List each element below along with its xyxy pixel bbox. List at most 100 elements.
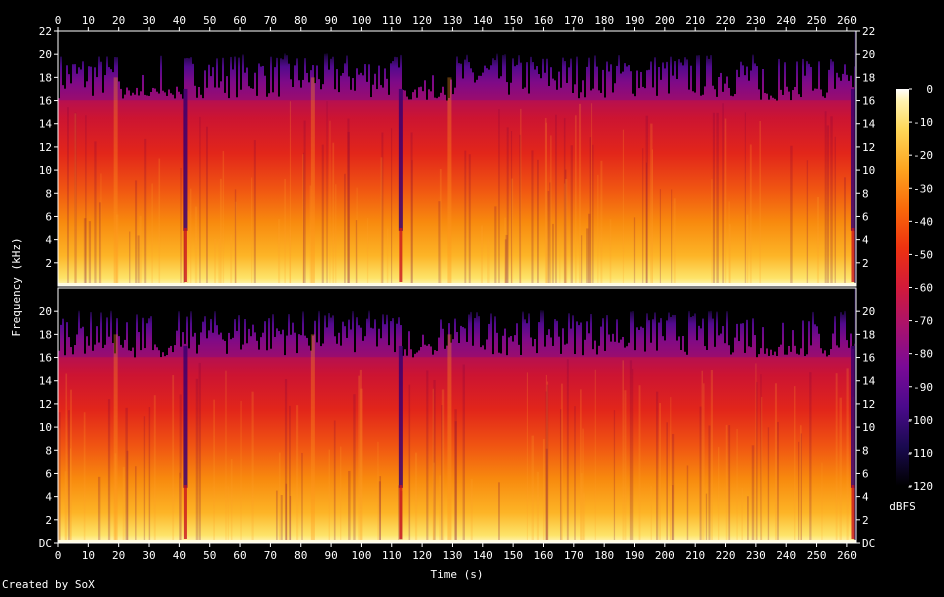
high-freq-mask (222, 288, 224, 340)
high-freq-mask (190, 31, 192, 58)
high-freq-mask (648, 31, 650, 70)
y-tick-label-left: 6 (45, 467, 52, 480)
high-freq-mask (170, 31, 172, 94)
streak (355, 220, 358, 286)
high-freq-mask (404, 288, 406, 350)
high-freq-mask (178, 31, 180, 92)
high-freq-mask (162, 31, 164, 91)
high-freq-mask (158, 288, 160, 351)
high-freq-mask (296, 288, 298, 354)
streak (749, 144, 752, 286)
high-freq-mask (136, 31, 138, 88)
streak (669, 485, 673, 543)
high-freq-mask (630, 31, 632, 72)
high-freq-mask (544, 31, 546, 73)
high-freq-mask (554, 288, 556, 320)
streak (531, 435, 534, 543)
high-freq-mask (716, 288, 718, 312)
high-freq-mask (534, 288, 536, 340)
high-freq-mask (802, 31, 804, 59)
streak (88, 221, 92, 286)
high-freq-mask (788, 31, 790, 92)
high-freq-mask (434, 288, 436, 351)
high-freq-mask (512, 31, 514, 59)
high-freq-mask (252, 288, 254, 325)
high-freq-mask (120, 288, 122, 345)
high-freq-mask (220, 288, 222, 333)
high-freq-mask (422, 288, 424, 335)
streak (549, 182, 551, 286)
high-freq-mask (684, 288, 686, 352)
high-freq-mask (510, 31, 512, 83)
high-freq-mask (784, 31, 786, 63)
high-freq-mask (736, 288, 738, 324)
high-freq-mask (684, 31, 686, 58)
high-freq-mask (592, 31, 594, 89)
end-of-signal (854, 31, 856, 286)
high-freq-mask (704, 31, 706, 87)
high-freq-mask (372, 288, 374, 329)
streak (172, 375, 175, 543)
streak (800, 433, 802, 543)
x-tick-label-bottom: 100 (351, 549, 371, 562)
streak (746, 214, 749, 286)
streak (546, 381, 549, 543)
high-freq-mask (506, 288, 508, 356)
high-freq-mask (224, 31, 226, 93)
high-freq-mask (834, 288, 836, 317)
high-freq-mask (458, 31, 460, 64)
x-axis-label: Time (s) (431, 568, 484, 581)
high-freq-mask (590, 31, 592, 91)
high-freq-mask (604, 31, 606, 98)
high-freq-mask (636, 31, 638, 71)
high-freq-mask (400, 288, 402, 326)
high-freq-mask (64, 288, 66, 356)
high-freq-mask (330, 288, 332, 318)
high-freq-mask (744, 31, 746, 76)
high-freq-mask (384, 31, 386, 69)
high-freq-mask (274, 31, 276, 68)
high-freq-mask (758, 31, 760, 90)
y-tick-label-left: 22 (39, 25, 52, 38)
high-freq-mask (396, 288, 398, 324)
high-freq-mask (452, 31, 454, 95)
high-freq-mask (832, 31, 834, 62)
high-freq-mask (442, 288, 444, 329)
high-freq-mask (576, 288, 578, 322)
x-tick-label-bottom: 40 (173, 549, 186, 562)
high-freq-mask (98, 288, 100, 343)
streak (58, 412, 61, 543)
high-freq-mask (420, 31, 422, 87)
high-freq-mask (474, 288, 476, 318)
high-freq-mask (102, 288, 104, 349)
panel-frame (57, 30, 857, 287)
streak (559, 409, 562, 543)
streak (622, 360, 625, 543)
high-freq-mask (784, 288, 786, 355)
high-freq-mask (104, 31, 106, 76)
high-freq-mask (758, 288, 760, 355)
high-freq-mask (528, 288, 530, 314)
high-freq-mask (536, 288, 538, 354)
streak (671, 433, 675, 543)
streak (591, 103, 593, 286)
high-freq-mask (60, 31, 62, 57)
high-freq-mask (682, 31, 684, 66)
high-freq-mask (430, 288, 432, 347)
high-freq-mask (778, 288, 780, 347)
high-freq-mask (406, 31, 408, 97)
streak (686, 465, 689, 543)
high-freq-mask (238, 31, 240, 58)
x-tick-label-top: 110 (382, 14, 402, 27)
high-freq-mask (444, 288, 446, 349)
high-freq-mask (414, 288, 416, 354)
high-freq-mask (140, 288, 142, 351)
high-freq-mask (216, 31, 218, 59)
y-tick-label-right: 22 (862, 25, 875, 38)
high-freq-mask (658, 288, 660, 323)
streak (218, 238, 221, 286)
x-tick-label-top: 90 (324, 14, 337, 27)
high-freq-mask (290, 288, 292, 335)
streak (67, 410, 70, 543)
streak (97, 476, 101, 543)
